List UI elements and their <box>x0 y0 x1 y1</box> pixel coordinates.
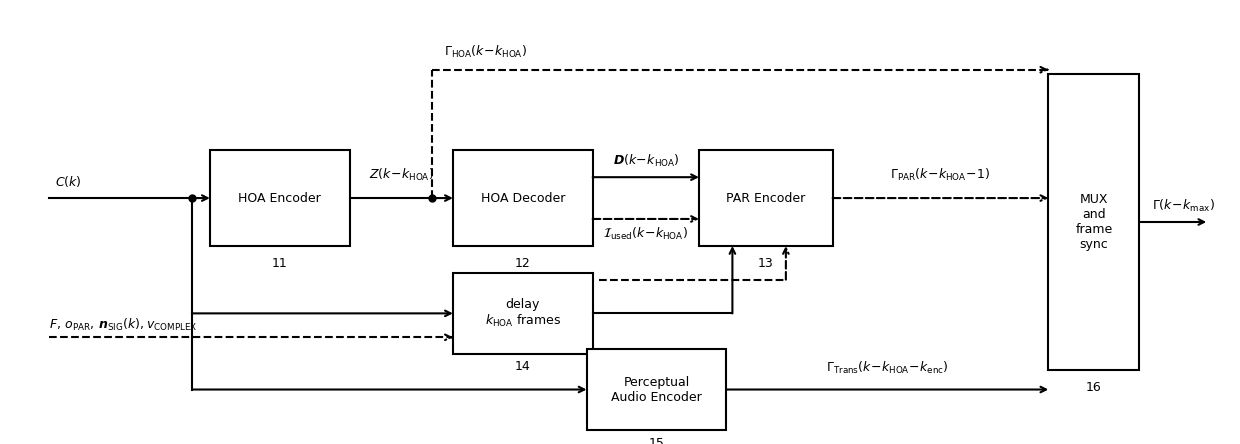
FancyBboxPatch shape <box>587 349 727 430</box>
Text: $\mathcal{I}_{\mathrm{used}}(k\!-\!k_{\mathrm{HOA}})$: $\mathcal{I}_{\mathrm{used}}(k\!-\!k_{\m… <box>604 226 688 242</box>
Text: $Z(k\!-\!k_{\mathrm{HOA}})$: $Z(k\!-\!k_{\mathrm{HOA}})$ <box>368 167 434 183</box>
Text: Perceptual
Audio Encoder: Perceptual Audio Encoder <box>611 376 702 404</box>
Text: $\boldsymbol{D}(k\!-\!k_{\mathrm{HOA}})$: $\boldsymbol{D}(k\!-\!k_{\mathrm{HOA}})$ <box>613 153 680 169</box>
Text: 15: 15 <box>649 436 665 444</box>
Text: $\Gamma_{\mathrm{HOA}}(k\!-\!k_{\mathrm{HOA}})$: $\Gamma_{\mathrm{HOA}}(k\!-\!k_{\mathrm{… <box>444 44 527 60</box>
FancyBboxPatch shape <box>210 150 350 246</box>
Text: PAR Encoder: PAR Encoder <box>727 191 806 205</box>
FancyBboxPatch shape <box>453 273 593 353</box>
Text: 12: 12 <box>515 257 531 270</box>
Text: 16: 16 <box>1086 381 1102 394</box>
Text: MUX
and
frame
sync: MUX and frame sync <box>1075 193 1112 251</box>
Text: $\Gamma(k\!-\!k_{\mathrm{max}})$: $\Gamma(k\!-\!k_{\mathrm{max}})$ <box>1152 198 1214 214</box>
Text: HOA Encoder: HOA Encoder <box>238 191 321 205</box>
Text: 14: 14 <box>515 361 531 373</box>
FancyBboxPatch shape <box>699 150 832 246</box>
FancyBboxPatch shape <box>453 150 593 246</box>
Text: HOA Decoder: HOA Decoder <box>481 191 565 205</box>
FancyBboxPatch shape <box>1048 74 1140 370</box>
Text: 11: 11 <box>272 257 288 270</box>
Text: 13: 13 <box>758 257 774 270</box>
Text: $\Gamma_{\mathrm{Trans}}(k\!-\!k_{\mathrm{HOA}}\!-\!k_{\mathrm{enc}})$: $\Gamma_{\mathrm{Trans}}(k\!-\!k_{\mathr… <box>826 361 949 377</box>
Text: $\Gamma_{\mathrm{PAR}}(k\!-\!k_{\mathrm{HOA}}\!-\!1)$: $\Gamma_{\mathrm{PAR}}(k\!-\!k_{\mathrm{… <box>890 167 991 183</box>
Text: $F,\, o_{\mathrm{PAR}},\, \boldsymbol{n}_{\mathrm{SIG}}(k),v_{\mathrm{COMPLEX}}$: $F,\, o_{\mathrm{PAR}},\, \boldsymbol{n}… <box>48 317 197 333</box>
Text: delay
$k_{\mathrm{HOA}}$ frames: delay $k_{\mathrm{HOA}}$ frames <box>485 297 560 329</box>
Text: $C(k)$: $C(k)$ <box>55 174 82 189</box>
